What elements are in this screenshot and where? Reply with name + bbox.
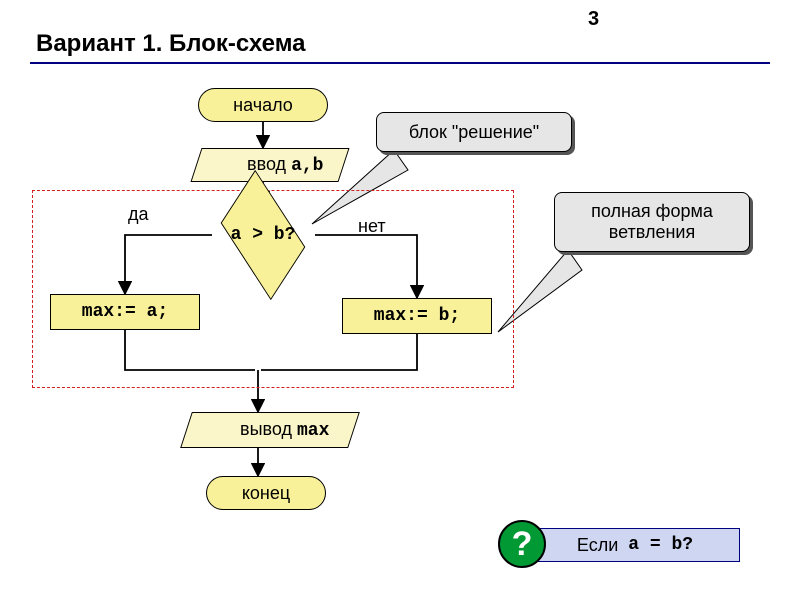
question-badge: ?: [498, 520, 546, 568]
callout-branch: полная форма ветвления: [554, 192, 750, 252]
flow-decision-label: a > b?: [218, 204, 308, 266]
flow-start-label: начало: [233, 95, 293, 116]
flow-input-vars: a,b: [291, 156, 323, 176]
flow-output-io: вывод max: [186, 412, 354, 448]
callout-decision: блок "решение": [376, 112, 572, 152]
flow-process-a: max:= a;: [50, 294, 200, 330]
flow-start-terminator: начало: [198, 88, 328, 122]
callout-decision-text: блок "решение": [409, 122, 539, 143]
page-number: 3: [588, 8, 599, 31]
callout-branch-text: полная форма ветвления: [591, 201, 713, 242]
question-mark-icon: ?: [512, 525, 533, 564]
flow-input-io: ввод a,b: [196, 148, 344, 182]
flow-output-prefix: вывод: [240, 419, 297, 439]
flow-decision-diamond: a > b?: [218, 204, 308, 266]
flow-process-b: max:= b;: [342, 298, 492, 334]
flow-end-label: конец: [242, 483, 290, 504]
flow-process-a-label: max:= a;: [82, 302, 168, 322]
branch-yes-label: да: [128, 204, 149, 225]
question-mono: a = b?: [628, 535, 693, 555]
flow-end-terminator: конец: [206, 476, 326, 510]
question-prefix: Если: [567, 535, 628, 556]
flow-output-var: max: [297, 421, 329, 441]
slide-title: Вариант 1. Блок-схема: [36, 30, 305, 58]
branch-no-label: нет: [358, 216, 386, 237]
flow-process-b-label: max:= b;: [374, 306, 460, 326]
title-underline: [30, 62, 770, 64]
question-box: Если a = b?: [520, 528, 740, 562]
